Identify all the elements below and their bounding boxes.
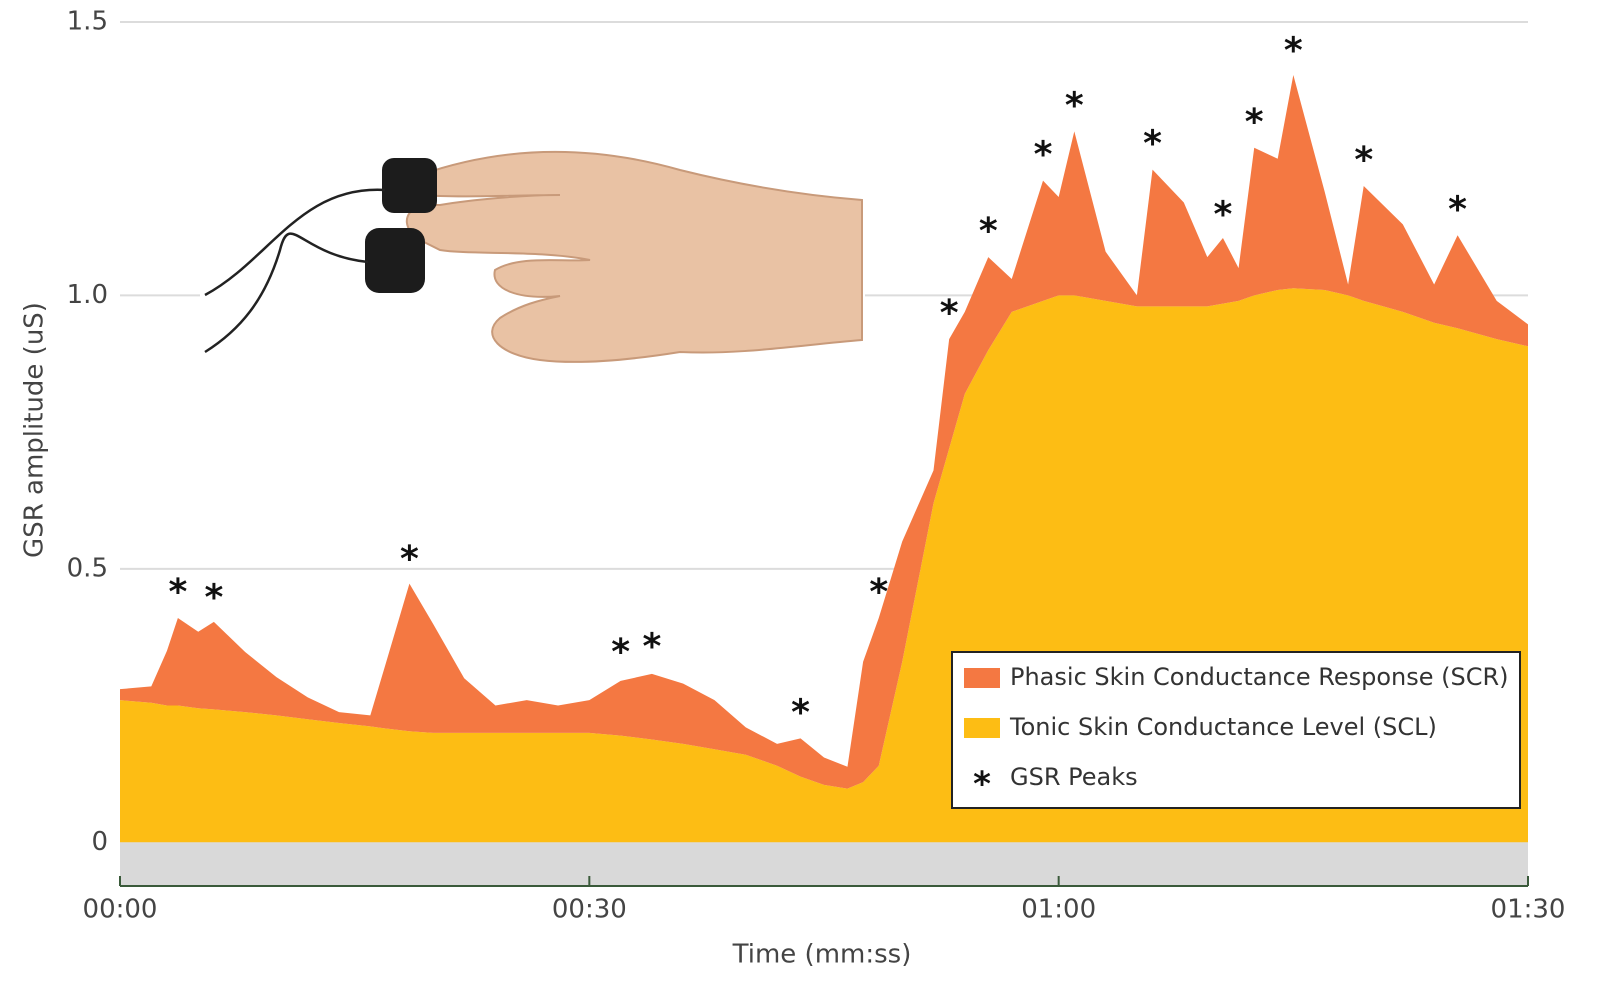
legend-marker: *: [973, 765, 991, 805]
legend-label: Phasic Skin Conductance Response (SCR): [1010, 663, 1509, 691]
peak-marker: *: [204, 578, 223, 619]
peak-marker: *: [869, 572, 888, 613]
y-tick-label: 1.0: [67, 280, 108, 310]
x-tick-label: 00:00: [83, 895, 158, 925]
x-axis-title: Time (mm:ss): [732, 940, 912, 970]
x-tick-label: 01:00: [1021, 895, 1096, 925]
legend-label: Tonic Skin Conductance Level (SCL): [1009, 713, 1437, 741]
peak-marker: *: [611, 632, 630, 673]
x-tick-label: 00:30: [552, 895, 627, 925]
x-tick-label: 01:30: [1491, 895, 1566, 925]
hand-illustration: [200, 140, 865, 375]
peak-marker: *: [400, 539, 419, 580]
peak-marker: *: [642, 627, 661, 668]
legend-swatch: [964, 668, 1000, 688]
baseline-band: [120, 842, 1528, 886]
peak-marker: *: [1354, 140, 1373, 181]
electrode: [382, 158, 437, 213]
peak-marker: *: [1034, 135, 1053, 176]
peak-marker: *: [940, 293, 959, 334]
peak-marker: *: [791, 692, 810, 733]
y-axis-title: GSR amplitude (uS): [20, 302, 50, 558]
peak-marker: *: [1214, 195, 1233, 236]
legend: Phasic Skin Conductance Response (SCR) To…: [952, 652, 1520, 808]
chart: GSR amplitude (uS) Time (mm:ss) 0 0.5 1.0 1…: [0, 0, 1618, 1003]
legend-label: GSR Peaks: [1010, 763, 1138, 791]
peak-marker: *: [1448, 189, 1467, 230]
peak-marker: *: [1143, 124, 1162, 165]
legend-swatch: [964, 718, 1000, 738]
y-tick-label: 1.5: [67, 7, 108, 37]
y-tick-label: 0: [91, 827, 108, 857]
peak-marker: *: [1245, 102, 1264, 143]
peak-marker: *: [979, 211, 998, 252]
electrode: [365, 228, 425, 293]
peak-marker: *: [1065, 85, 1084, 126]
peak-marker: *: [1284, 31, 1303, 72]
y-tick-label: 0.5: [67, 553, 108, 583]
peak-marker: *: [168, 572, 187, 613]
